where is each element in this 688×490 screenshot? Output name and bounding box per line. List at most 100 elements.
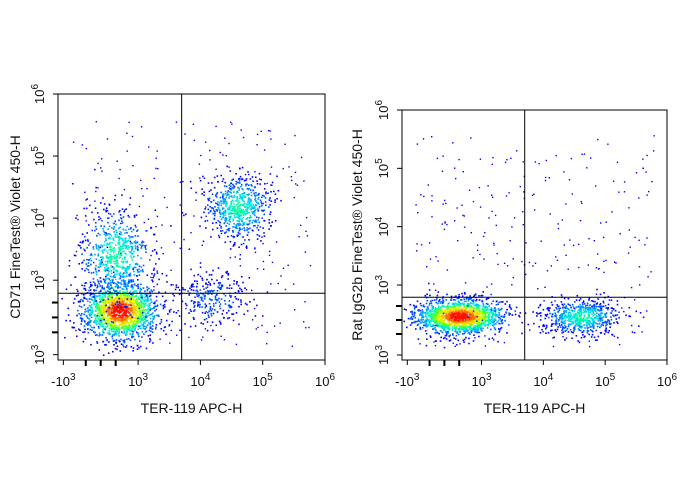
event-dot (99, 293, 101, 295)
event-dot (134, 266, 137, 269)
event-dot (136, 268, 139, 271)
event-dot (209, 159, 211, 161)
event-dot (229, 212, 232, 214)
event-dot (136, 345, 139, 347)
event-dot (81, 253, 83, 255)
event-dot (149, 302, 151, 304)
event-dot (120, 283, 123, 286)
event-dot (91, 211, 93, 214)
event-dot (265, 192, 267, 195)
event-dot (220, 298, 223, 300)
event-dot (253, 213, 255, 216)
event-dot (118, 304, 120, 307)
event-dot (506, 300, 508, 303)
event-dot (106, 246, 108, 248)
event-dot (90, 306, 92, 308)
event-dot (448, 323, 450, 325)
event-dot (138, 305, 140, 308)
event-dot (263, 188, 266, 190)
event-dot (228, 304, 231, 306)
event-dot (224, 241, 227, 244)
event-dot (441, 320, 444, 322)
event-dot (111, 334, 114, 337)
event-dot (493, 318, 496, 320)
event-dot (273, 190, 275, 193)
event-dot (240, 243, 243, 246)
event-dot (220, 232, 223, 235)
event-dot (229, 256, 232, 259)
event-dot (116, 308, 119, 310)
event-dot (108, 249, 110, 251)
event-dot (137, 333, 139, 336)
event-dot (149, 337, 151, 340)
event-dot (123, 341, 126, 344)
event-dot (237, 290, 240, 292)
event-dot (469, 318, 472, 320)
event-dot (104, 248, 106, 251)
event-dot (406, 326, 408, 329)
event-dot (470, 320, 473, 322)
event-dot (109, 243, 111, 245)
event-dot (97, 309, 100, 312)
event-dot (225, 200, 228, 203)
event-dot (124, 270, 127, 273)
event-dot (113, 275, 115, 277)
event-dot (441, 313, 444, 316)
event-dot (122, 273, 124, 276)
event-dot (111, 310, 113, 313)
event-dot (519, 312, 522, 314)
event-dot (146, 288, 149, 291)
event-dot (130, 227, 132, 229)
event-dot (123, 304, 126, 307)
event-dot (288, 166, 290, 168)
event-dot (93, 321, 95, 323)
event-dot (122, 276, 125, 278)
event-dot (260, 201, 263, 203)
event-dot (440, 321, 443, 324)
event-dot (256, 133, 259, 136)
event-dot (143, 318, 145, 321)
event-dot (248, 277, 251, 279)
event-dot (238, 189, 240, 191)
event-dot (125, 241, 128, 244)
event-dot (79, 329, 81, 331)
event-dot (493, 320, 496, 322)
event-dot (245, 218, 248, 220)
event-dot (117, 295, 120, 297)
event-dot (111, 227, 113, 229)
event-dot (110, 316, 112, 318)
event-dot (98, 259, 101, 262)
event-dot (75, 250, 78, 253)
event-dot (139, 327, 141, 330)
event-dot (139, 294, 142, 296)
event-dot (106, 319, 108, 322)
event-dot (111, 317, 113, 320)
event-dot (112, 222, 115, 225)
event-dot (446, 293, 448, 296)
event-dot (158, 291, 160, 293)
event-dot (490, 319, 492, 321)
event-dot (492, 300, 494, 302)
event-dot (99, 246, 102, 248)
event-dot (460, 310, 463, 313)
event-dot (206, 321, 209, 323)
event-dot (128, 273, 130, 276)
event-dot (101, 325, 104, 328)
event-dot (102, 197, 104, 199)
event-dot (445, 326, 447, 329)
event-dot (230, 121, 232, 123)
event-dot (149, 322, 152, 325)
event-dot (84, 282, 86, 284)
event-dot (454, 318, 457, 320)
event-dot (141, 240, 144, 243)
event-dot (126, 301, 128, 304)
event-dot (120, 246, 122, 248)
event-dot (106, 305, 109, 308)
event-dot (204, 141, 207, 143)
event-dot (257, 198, 259, 200)
event-dot (463, 298, 466, 300)
event-dot (136, 229, 139, 231)
event-dot (184, 323, 186, 325)
event-dot (444, 315, 446, 317)
event-dot (224, 192, 227, 195)
